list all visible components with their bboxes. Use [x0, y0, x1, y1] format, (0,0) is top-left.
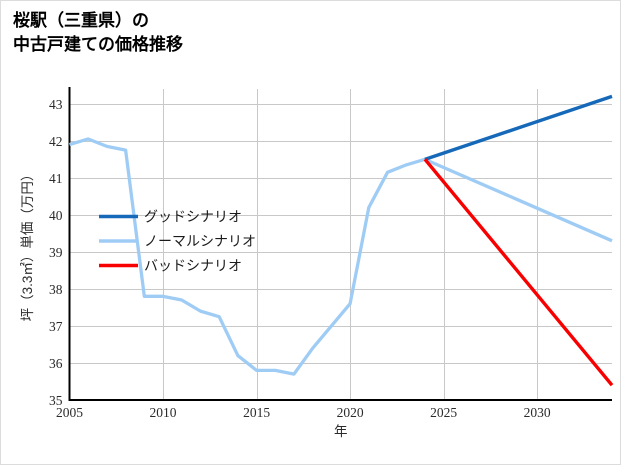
series-line-normal [69, 137, 613, 376]
gridlines-group [69, 89, 612, 400]
x-tick-label: 2010 [150, 405, 177, 420]
x-tick-label: 2005 [56, 405, 83, 420]
y-tick-label: 36 [49, 356, 63, 371]
y-tick-labels: 35 36 37 38 39 40 41 42 43 [49, 97, 63, 408]
y-tick-label: 35 [49, 393, 63, 408]
data-series-group [69, 94, 614, 387]
axis-group [68, 87, 612, 402]
page-title: 桜駅（三重県）の 中古戸建ての価格推移 [13, 11, 183, 55]
legend-label: バッドシナリオ [144, 260, 242, 275]
x-tick-label: 2025 [430, 405, 457, 420]
legend-label: ノーマルシナリオ [144, 235, 256, 250]
y-tick-label: 38 [49, 282, 63, 297]
y-axis-title: 坪（3.3㎡）単価（万円） [20, 168, 35, 322]
y-tick-label: 42 [49, 134, 63, 149]
x-tick-labels: 2005 2010 2015 2020 2025 2030 [56, 405, 551, 420]
x-axis-title: 年 [334, 424, 348, 439]
x-tick-label: 2030 [524, 405, 551, 420]
x-tick-label: 2015 [243, 405, 270, 420]
y-tick-label: 37 [49, 319, 63, 334]
series-line-bad [423, 158, 614, 387]
series-line-good [424, 94, 613, 161]
legend-label: グッドシナリオ [144, 210, 242, 226]
y-tick-label: 39 [49, 245, 63, 260]
y-tick-label: 40 [49, 208, 63, 223]
x-tick-label: 2020 [337, 405, 364, 420]
y-tick-label: 41 [49, 171, 63, 186]
y-tick-label: 43 [49, 97, 63, 112]
axis-titles: 年 坪（3.3㎡）単価（万円） [20, 168, 348, 439]
